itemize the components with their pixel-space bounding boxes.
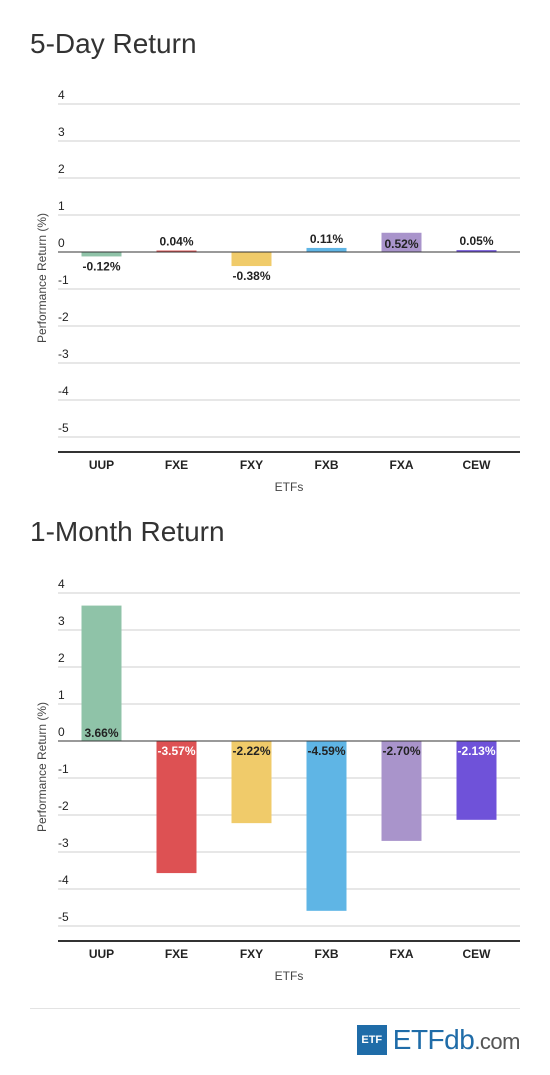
x-tick-label: FXY [240, 458, 263, 472]
bar-fxa[interactable] [381, 741, 422, 841]
y-tick-label: -5 [58, 910, 69, 924]
y-tick-label: -2 [58, 799, 69, 813]
y-tick-label: 3 [58, 614, 65, 628]
data-label: 3.66% [84, 726, 118, 740]
bar-fxy[interactable] [231, 252, 272, 267]
x-tick-label: FXA [390, 947, 414, 961]
data-label: 0.11% [310, 232, 344, 246]
x-tick-label: CEW [463, 947, 492, 961]
x-tick-label: FXA [390, 458, 414, 472]
y-tick-label: 2 [58, 162, 65, 176]
data-label: -0.38% [232, 269, 270, 283]
y-tick-label: -2 [58, 310, 69, 324]
bar-fxb[interactable] [306, 741, 347, 911]
chart-5day-return: 4 3 2 1 0 -1 -2 -3 -4 -5 -0.12% UUP 0.04% FXE -0.38% FX… [35, 88, 520, 494]
y-tick-label: 4 [58, 88, 65, 102]
bar-cew[interactable] [456, 250, 497, 253]
data-label: 0.52% [384, 237, 418, 251]
etfdb-logo[interactable]: ETF ETFdb.com [356, 1024, 521, 1056]
x-tick-label: FXB [315, 947, 339, 961]
bar-fxe[interactable] [156, 741, 197, 874]
y-tick-label: -3 [58, 836, 69, 850]
data-label: -4.59% [307, 744, 345, 758]
logo-wordmark: ETFdb.com [392, 1024, 521, 1056]
y-tick-label: 0 [58, 725, 65, 739]
y-tick-label: 1 [58, 688, 65, 702]
y-tick-label: 1 [58, 199, 65, 213]
bar-cew[interactable] [456, 741, 497, 820]
y-tick-label: -4 [58, 873, 69, 887]
y-tick-label: -5 [58, 421, 69, 435]
data-label: 0.05% [459, 234, 493, 248]
x-tick-label: FXE [165, 947, 188, 961]
logo-com: .com [474, 1029, 520, 1054]
bar-fxb[interactable] [306, 247, 347, 252]
y-tick-label: -4 [58, 384, 69, 398]
x-tick-label: UUP [89, 947, 114, 961]
x-tick-label: FXB [315, 458, 339, 472]
y-tick-label: -1 [58, 273, 69, 287]
y-tick-label: 4 [58, 577, 65, 591]
footer-divider [30, 1008, 520, 1009]
y-tick-label: 3 [58, 125, 65, 139]
y-axis-label: Performance Return (%) [35, 213, 49, 343]
bar-uup[interactable] [81, 252, 122, 257]
etf-badge-icon: ETF [356, 1025, 387, 1055]
chart-title-5day: 5-Day Return [30, 28, 197, 59]
y-tick-label: 0 [58, 236, 65, 250]
x-tick-label: CEW [463, 458, 492, 472]
data-label: 0.04% [159, 235, 193, 249]
logo-etf: ETF [392, 1024, 445, 1055]
x-tick-label: FXY [240, 947, 263, 961]
y-axis-label: Performance Return (%) [35, 702, 49, 832]
data-label: -2.13% [457, 744, 495, 758]
data-label: -2.22% [232, 744, 270, 758]
x-axis-label: ETFs [275, 480, 304, 494]
bar-uup[interactable] [81, 605, 122, 741]
logo-db: db [444, 1024, 475, 1055]
data-label: -0.12% [82, 259, 120, 273]
data-label: -3.57% [157, 744, 195, 758]
chart-title-1month: 1-Month Return [30, 516, 225, 547]
y-tick-label: -1 [58, 762, 69, 776]
x-tick-label: FXE [165, 458, 188, 472]
bar-fxa[interactable] [381, 232, 422, 252]
x-axis-label: ETFs [275, 969, 304, 983]
chart-1month-return: 4 3 2 1 0 -1 -2 -3 -4 -5 3.66% UUP -3.57% FXE -2.22% FX… [35, 577, 520, 983]
bar-fxy[interactable] [231, 741, 272, 824]
y-tick-label: -3 [58, 347, 69, 361]
x-tick-label: UUP [89, 458, 114, 472]
data-label: -2.70% [382, 744, 420, 758]
y-tick-label: 2 [58, 651, 65, 665]
